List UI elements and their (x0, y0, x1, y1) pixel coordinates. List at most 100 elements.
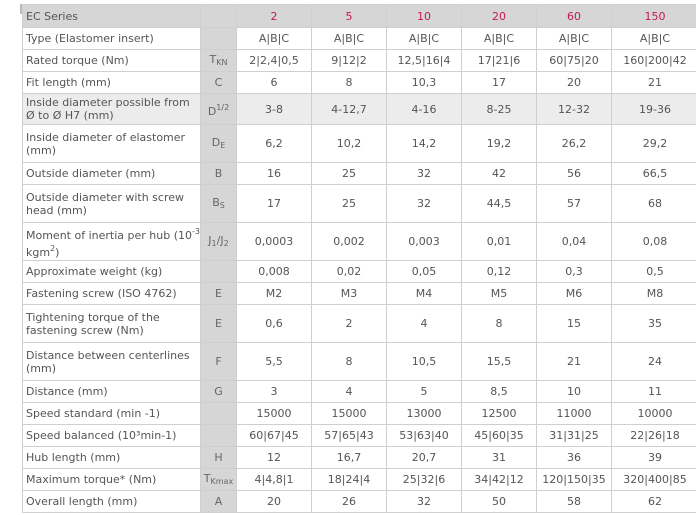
value-cell: 4 (311, 380, 387, 403)
row-symbol: H (200, 446, 237, 469)
value-cell: 60|75|20 (536, 49, 612, 72)
value-cell: 26,2 (536, 124, 612, 163)
table-row: Fastening screw (ISO 4762) E M2 M3 M4 M5 M6 M8 (22, 282, 696, 305)
table-row: Moment of inertia per hub (10-3 kgm2) J1/… (22, 222, 696, 261)
size-header: 10 (386, 4, 462, 28)
value-cell: 0,3 (536, 260, 612, 283)
value-cell: 19-36 (611, 93, 696, 125)
row-symbol: TKN (200, 49, 237, 72)
value-cell: 24 (611, 342, 696, 381)
value-cell: 18|24|4 (311, 468, 387, 491)
row-label: Type (Elastomer insert) (22, 27, 201, 50)
value-cell: 20 (236, 490, 312, 513)
value-cell: 10000 (611, 402, 696, 425)
row-label: Overall length (mm) (22, 490, 201, 513)
row-label: Distance between centerlines (mm) (22, 342, 201, 381)
value-cell: A|B|C (461, 27, 537, 50)
value-cell: 4-16 (386, 93, 462, 125)
value-cell: 36 (536, 446, 612, 469)
value-cell: 32 (386, 184, 462, 223)
value-cell: 13000 (386, 402, 462, 425)
value-cell: 21 (536, 342, 612, 381)
row-symbol: B (200, 162, 237, 185)
value-cell: 17|21|6 (461, 49, 537, 72)
size-header: 60 (536, 4, 612, 28)
value-cell: M8 (611, 282, 696, 305)
value-cell: 62 (611, 490, 696, 513)
value-cell: 10 (536, 380, 612, 403)
symbol-header (200, 4, 237, 28)
row-label: Outside diameter (mm) (22, 162, 201, 185)
row-label: Distance (mm) (22, 380, 201, 403)
table-row: Fit length (mm) C 6 8 10,3 17 20 21 (22, 71, 696, 94)
value-cell: 0,002 (311, 222, 387, 261)
row-symbol: E (200, 304, 237, 343)
row-symbol (200, 27, 237, 50)
value-cell: 2|2,4|0,5 (236, 49, 312, 72)
value-cell: A|B|C (311, 27, 387, 50)
value-cell: 11 (611, 380, 696, 403)
row-label: Inside diameter of elastomer (mm) (22, 124, 201, 163)
value-cell: 57|65|43 (311, 424, 387, 447)
value-cell: 19,2 (461, 124, 537, 163)
value-cell: 16 (236, 162, 312, 185)
value-cell: 10,2 (311, 124, 387, 163)
value-cell: 0,05 (386, 260, 462, 283)
value-cell: 8-25 (461, 93, 537, 125)
value-cell: 16,7 (311, 446, 387, 469)
value-cell: 15000 (236, 402, 312, 425)
value-cell: 0,008 (236, 260, 312, 283)
value-cell: 0,04 (536, 222, 612, 261)
value-cell: 17 (236, 184, 312, 223)
value-cell: 4-12,7 (311, 93, 387, 125)
table-row: Hub length (mm) H 12 16,7 20,7 31 36 39 (22, 446, 696, 469)
value-cell: 0,6 (236, 304, 312, 343)
table-row: Distance between centerlines (mm) F 5,5 8 10… (22, 342, 696, 381)
table-row: Outside diameter (mm) B 16 25 32 42 56 66,5 (22, 162, 696, 185)
value-cell: M5 (461, 282, 537, 305)
value-cell: 9|12|2 (311, 49, 387, 72)
row-symbol: TKmax (200, 468, 237, 491)
row-label: Hub length (mm) (22, 446, 201, 469)
value-cell: A|B|C (386, 27, 462, 50)
value-cell: A|B|C (536, 27, 612, 50)
value-cell: 39 (611, 446, 696, 469)
value-cell: 35 (611, 304, 696, 343)
row-label: Inside diameter possible from Ø to Ø H7 … (22, 93, 201, 125)
row-symbol: J1/J2 (200, 222, 237, 261)
value-cell: 68 (611, 184, 696, 223)
value-cell: 8,5 (461, 380, 537, 403)
row-label: Outside diameter with screw head (mm) (22, 184, 201, 223)
value-cell: 34|42|12 (461, 468, 537, 491)
value-cell: 45|60|35 (461, 424, 537, 447)
row-symbol (200, 402, 237, 425)
value-cell: 5,5 (236, 342, 312, 381)
table-row: Outside diameter with screw head (mm) BS 1… (22, 184, 696, 223)
value-cell: 8 (461, 304, 537, 343)
row-symbol: A (200, 490, 237, 513)
value-cell: 0,01 (461, 222, 537, 261)
value-cell: 44,5 (461, 184, 537, 223)
value-cell: 0,08 (611, 222, 696, 261)
value-cell: 58 (536, 490, 612, 513)
table-row: Distance (mm) G 3 4 5 8,5 10 11 (22, 380, 696, 403)
row-symbol (200, 260, 237, 283)
value-cell: 32 (386, 162, 462, 185)
row-symbol: D1/2 (200, 93, 237, 125)
header-row: EC Series 2 5 10 20 60 150 (22, 4, 696, 28)
specifications-table: EC Series 2 5 10 20 60 150 Type (Elastom… (22, 4, 696, 513)
value-cell: 20 (536, 71, 612, 94)
value-cell: 25|32|6 (386, 468, 462, 491)
row-label: Maximum torque* (Nm) (22, 468, 201, 491)
value-cell: 12 (236, 446, 312, 469)
table-row: Maximum torque* (Nm) TKmax 4|4,8|1 18|24|4 2… (22, 468, 696, 491)
row-symbol: DE (200, 124, 237, 163)
value-cell: 160|200|42 (611, 49, 696, 72)
value-cell: 0,12 (461, 260, 537, 283)
table-row: Speed standard (min -1) 15000 15000 13000 12… (22, 402, 696, 425)
row-label: Rated torque (Nm) (22, 49, 201, 72)
size-header: 20 (461, 4, 537, 28)
table-row: Tightening torque of the fastening screw… (22, 304, 696, 343)
row-label: Approximate weight (kg) (22, 260, 201, 283)
value-cell: 14,2 (386, 124, 462, 163)
